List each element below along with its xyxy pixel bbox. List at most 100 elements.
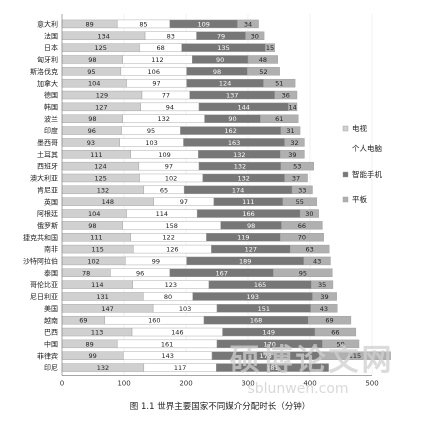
data-label: 114 [156,210,168,218]
category-label: 菲律宾 [37,351,58,360]
data-label: 96 [88,127,96,135]
bar-segment [274,90,298,100]
data-label: 95 [87,68,95,76]
data-label: 115 [349,352,361,360]
category-label: 越南 [44,316,58,325]
data-label: 132 [237,174,249,182]
x-tick-label: 300 [241,380,254,388]
data-label: 43 [313,257,321,265]
data-label: 135 [217,44,229,52]
category-label: 德国 [44,91,58,100]
legend-swatch [342,196,349,203]
category-label: 俄罗斯 [37,221,58,230]
data-label: 83 [167,32,175,40]
bar-segment [303,256,331,266]
data-label: 125 [95,174,107,182]
data-label: 97 [152,80,160,88]
data-label: 127 [95,103,107,111]
data-label: 104 [88,210,100,218]
x-tick-label: 100 [117,380,130,388]
data-label: 132 [233,151,245,159]
data-label: 117 [174,364,186,372]
data-label: 66 [331,329,339,337]
data-label: 95 [299,269,307,277]
legend-label: 电视 [352,123,367,133]
bar-segment [280,150,305,159]
data-label: 111 [242,198,254,206]
data-label: 52 [259,68,267,76]
data-label: 89 [85,20,93,28]
data-label: 161 [161,340,173,348]
data-label: 93 [87,139,95,147]
data-label: 165 [254,281,266,289]
data-label: 80 [164,293,172,301]
bar-segment [263,78,296,88]
data-label: 94 [166,103,174,111]
data-label: 132 [97,186,109,194]
data-label: 98 [88,56,96,64]
category-label: 巴西 [44,329,58,337]
bar-segment [281,221,323,230]
data-label: 163 [228,139,240,147]
data-label: 122 [162,234,174,242]
data-label: 36 [282,92,290,100]
data-label: 61 [275,115,283,123]
bar-segment [273,268,333,277]
data-label: 149 [263,329,275,337]
data-label: 173 [259,352,271,360]
bar-segment [280,126,301,135]
watermark-url: sblunwen.com [247,381,348,397]
category-label: 土耳其 [37,150,58,159]
data-label: 174 [232,186,244,194]
bar-segment [291,185,313,195]
data-label: 123 [165,281,177,289]
data-label: 193 [246,293,258,301]
data-label: 113 [91,329,103,337]
category-label: 波兰 [44,114,58,123]
data-label: 111 [90,234,102,242]
legend-swatch [342,145,349,152]
data-label: 69 [79,317,87,325]
data-label: 68 [156,44,164,52]
category-label: 印尼 [44,364,58,372]
data-label: 63 [306,246,314,254]
data-label: 189 [239,257,251,265]
data-label: 160 [148,317,160,325]
data-label: 147 [101,305,113,313]
category-label: 中国 [44,339,58,348]
legend-label: 个人电脑 [352,143,382,153]
bar-segment [319,351,391,360]
bar-segment [312,292,337,301]
bar-segment [282,197,318,206]
data-label: 43 [320,305,328,313]
data-label: 59 [337,340,345,348]
category-label: 捷克共和国 [23,233,58,242]
legend-label: 智能手机 [352,169,382,179]
legend-label: 平板 [352,194,367,204]
x-tick-label: 500 [365,380,378,388]
category-label: 日本 [44,43,58,52]
data-label: 146 [171,329,183,337]
data-label: 137 [226,92,238,100]
data-label: 96 [136,269,144,277]
data-label: 85 [139,20,147,28]
category-label: 印度 [44,126,58,135]
data-label: 119 [237,234,249,242]
data-label: 134 [97,32,109,40]
bar-segment [314,327,357,337]
data-label: 97 [165,163,173,171]
data-label: 102 [87,257,99,265]
data-label: 37 [292,174,300,182]
data-label: 167 [215,269,227,277]
category-label: 墨西哥 [37,139,58,147]
data-label: 102 [165,174,177,182]
bar-segment [280,161,314,171]
category-label: 尼日利亚 [30,292,58,301]
data-label: 14 [288,103,296,111]
data-label: 48 [259,56,267,64]
data-label: 168 [250,317,262,325]
category-label: 美国 [44,304,58,313]
category-label: 哥伦比亚 [30,280,58,289]
bar-segment [216,363,329,372]
